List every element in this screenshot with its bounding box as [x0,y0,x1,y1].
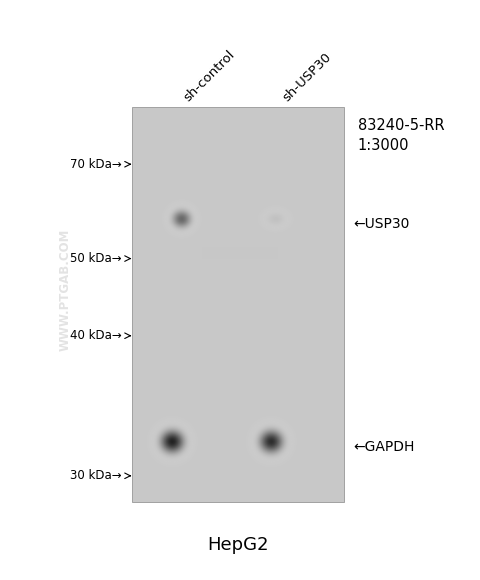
Text: HepG2: HepG2 [207,536,268,554]
Text: 50 kDa→: 50 kDa→ [71,252,122,265]
Text: 30 kDa→: 30 kDa→ [71,469,122,483]
Text: sh-control: sh-control [181,48,237,104]
Text: sh-USP30: sh-USP30 [280,50,334,104]
Text: 83240-5-RR
1:3000: 83240-5-RR 1:3000 [358,118,444,153]
Text: WWW.PTGAB.COM: WWW.PTGAB.COM [59,229,72,351]
Text: 40 kDa→: 40 kDa→ [71,329,122,342]
Text: ←GAPDH: ←GAPDH [353,440,415,454]
Text: ←USP30: ←USP30 [353,218,409,231]
Text: 70 kDa→: 70 kDa→ [71,158,122,171]
FancyBboxPatch shape [132,107,344,502]
